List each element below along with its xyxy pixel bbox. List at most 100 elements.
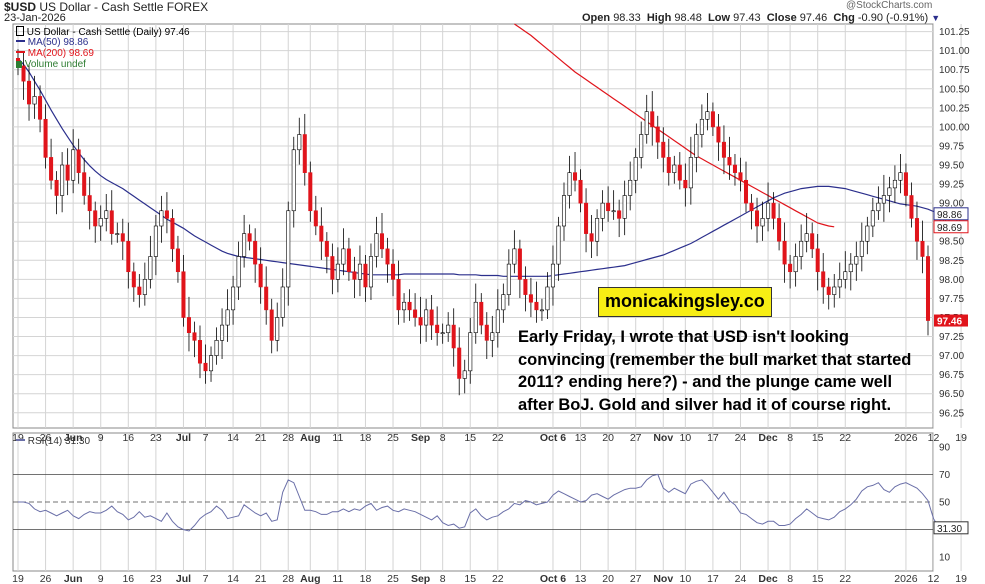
x-tick-label: Aug [300,573,320,584]
candle-body [556,225,561,265]
value-tag-text: 31.30 [937,524,962,535]
annotation-text: Early Friday, I wrote that USD isn't loo… [518,328,912,414]
y-tick-label: 101.25 [939,27,970,38]
candle-body [451,324,456,349]
candle-body [892,179,897,189]
x-tick-label: 21 [255,573,267,584]
candle-body [760,218,765,227]
candle-body [661,141,666,158]
candle-body [264,286,269,311]
value-label-price: 97.46 [934,314,968,328]
x-tick-label: 9 [98,573,104,584]
candle-body [600,202,605,219]
x-tick-label: Jun [64,573,83,584]
x-tick-label: 10 [679,573,691,584]
candle-body [440,332,445,335]
x-tick-label: 12 [928,573,940,584]
x-tick-label: 22 [492,432,504,444]
candle-body [330,256,335,280]
candle-body [120,233,125,242]
candle-body [573,172,578,181]
candle-body [87,195,92,212]
x-tick-label: 13 [575,573,587,584]
x-tick-label: 8 [440,573,446,584]
candle-body [881,195,886,204]
candle-body [683,179,688,189]
y-tick-label: 96.50 [939,389,964,400]
x-tick-label: 27 [630,573,642,584]
candle-body [192,332,197,341]
x-tick-label: Dec [758,432,777,444]
candle-body [848,263,853,273]
candle-body [93,210,98,227]
candle-body [639,134,644,158]
x-tick-label: 7 [203,432,209,444]
x-tick-label: 27 [630,432,642,444]
candle-body [534,301,539,311]
candle-body [903,172,908,196]
candle-body [666,157,671,173]
candle-body [247,233,252,242]
change-value: -0.90 (-0.91%) [857,12,929,24]
candle-body [335,263,340,280]
candle-body [545,286,550,311]
y-tick-label: 96.25 [939,408,964,419]
x-tick-label: 7 [203,573,209,584]
candle-body [909,195,914,219]
candle-body [275,317,280,341]
x-tick-label: 14 [227,432,239,444]
x-tick-label: 16 [122,573,134,584]
x-tick-label: 24 [735,573,747,584]
candle-body [32,96,37,105]
value-tag-bg [934,314,968,327]
candle-body [876,202,881,212]
candle-body [21,65,26,82]
line-legend-icon [16,439,25,441]
candle-body [506,263,511,295]
candle-body [38,96,43,120]
x-tick-label: 28 [282,432,294,444]
candle-body [148,256,153,280]
candle-body [622,195,627,219]
candle-body [578,179,583,204]
candle-body [705,111,710,120]
candle-legend-icon [16,26,24,36]
y-tick-label: 99.00 [939,199,964,210]
bar-legend-icon [16,61,22,68]
candle-body [225,309,230,326]
candlesticks [15,49,931,396]
candle-body [567,172,572,196]
value-label-ma200: 98.69 [933,220,969,234]
x-tick-label: 8 [787,432,793,444]
x-tick-label: 15 [812,432,824,444]
x-tick-label: Sep [411,573,430,584]
x-tick-label: 16 [122,432,134,444]
candle-body [694,134,699,158]
value-tag-text: 98.86 [937,210,962,221]
line-legend-icon [16,51,25,53]
legend-price: US Dollar - Cash Settle (Daily) 97.46 [16,26,190,38]
candle-body [495,309,500,334]
candle-body [402,301,407,311]
y-tick-label: 98.50 [939,237,964,248]
candle-body [677,164,682,181]
x-tick-label: 11 [332,432,343,444]
candle-body [71,149,76,181]
candle-body [446,324,451,334]
candle-body [777,218,782,242]
x-tick-label: Oct 6 [540,432,566,444]
candle-body [843,271,848,280]
line-legend-icon [16,40,25,42]
x-tick-label: 22 [492,573,504,584]
candle-body [291,149,296,212]
candle-body [512,248,517,265]
y-tick-label: 99.25 [939,180,964,191]
x-tick-label: 18 [360,432,372,444]
candle-body [490,332,495,341]
candle-body [561,195,567,227]
rsi-y-tick-label: 70 [939,470,951,481]
candle-body [457,347,462,379]
candle-body [523,279,528,295]
candle-body [821,271,826,288]
candle-body [313,210,318,227]
